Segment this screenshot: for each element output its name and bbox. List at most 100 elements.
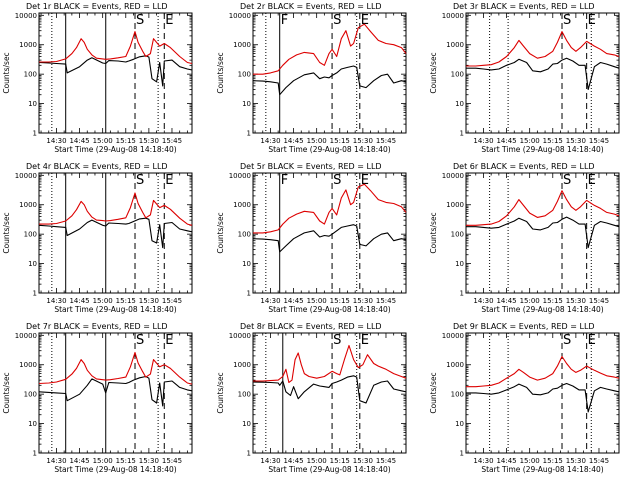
x-tick-label: 15:00 (307, 457, 327, 465)
x-tick-label: 15:30 (566, 297, 586, 305)
event-marker-label: S (563, 333, 571, 348)
y-tick-label: 10000 (229, 172, 251, 180)
x-tick-label: 15:00 (93, 137, 113, 145)
y-tick-label: 1000 (233, 41, 251, 49)
y-tick-label: 1 (460, 290, 464, 298)
y-tick-label: 1 (33, 290, 37, 298)
y-tick-label: 10 (28, 420, 37, 428)
event-marker-label: S (333, 13, 341, 28)
plot-frame (38, 12, 193, 134)
lld-series-line (466, 355, 620, 388)
event-marker-label: E (361, 13, 369, 28)
y-axis-label: Counts/sec (216, 212, 225, 253)
y-tick-label: 1000 (233, 361, 251, 369)
panel-title: Det 2r BLACK = Events, RED = LLD (240, 2, 382, 11)
plot-frame (465, 172, 620, 294)
x-tick-label: 15:00 (307, 297, 327, 305)
detector-panel: Det 5r BLACK = Events, RED = LLD 1 10 100 10… (216, 162, 407, 314)
x-tick-label: 15:00 (307, 137, 327, 145)
y-tick-label: 100 (24, 231, 37, 239)
x-tick-label: 15:15 (543, 457, 563, 465)
y-tick-label: 10 (28, 260, 37, 268)
y-tick-label: 100 (238, 391, 251, 399)
y-tick-label: 10 (455, 100, 464, 108)
plot-frame (38, 332, 193, 454)
x-tick-label: 15:30 (353, 457, 373, 465)
y-axis-label: Counts/sec (429, 372, 438, 413)
x-tick-label: 15:15 (543, 297, 563, 305)
lld-series-line (253, 344, 407, 384)
panel-title: Det 4r BLACK = Events, RED = LLD (26, 162, 168, 171)
event-marker-label: E (588, 13, 596, 28)
x-tick-label: 14:45 (283, 297, 303, 305)
event-marker-label: S (563, 173, 571, 188)
lld-series-line (253, 183, 407, 234)
x-tick-label: 15:00 (93, 297, 113, 305)
event-marker-label: S (563, 13, 571, 28)
events-series-line (252, 65, 407, 96)
y-axis-label: Counts/sec (429, 52, 438, 93)
x-tick-label: 14:30 (260, 457, 280, 465)
x-tick-label: 15:30 (566, 457, 586, 465)
x-axis-label: Start Time (29-Aug-08 14:18:40) (268, 465, 390, 474)
events-series-line (38, 375, 193, 407)
y-tick-label: 10000 (229, 12, 251, 20)
x-tick-label: 14:45 (283, 137, 303, 145)
x-tick-label: 14:45 (69, 297, 89, 305)
event-marker-label: F (281, 13, 288, 28)
x-tick-label: 15:45 (162, 457, 182, 465)
x-tick-label: 15:15 (116, 297, 136, 305)
detector-panel: Det 1r BLACK = Events, RED = LLD 1 10 100 10… (2, 2, 193, 154)
x-tick-label: 14:45 (69, 137, 89, 145)
y-tick-label: 10000 (442, 172, 464, 180)
x-tick-label: 15:45 (376, 297, 396, 305)
y-axis-label: Counts/sec (216, 52, 225, 93)
events-series-line (466, 57, 620, 91)
y-axis-label: Counts/sec (216, 372, 225, 413)
y-axis-label: Counts/sec (2, 52, 11, 93)
panel-title: Det 3r BLACK = Events, RED = LLD (453, 2, 595, 11)
y-tick-label: 10 (242, 100, 251, 108)
y-tick-label: 10 (242, 260, 251, 268)
y-axis-label: Counts/sec (2, 212, 11, 253)
x-tick-label: 14:45 (283, 457, 303, 465)
x-tick-label: 15:45 (589, 297, 609, 305)
lld-series-line (466, 31, 620, 67)
event-marker-label: S (136, 13, 144, 28)
x-tick-label: 15:00 (520, 457, 540, 465)
x-tick-label: 14:30 (46, 457, 66, 465)
y-tick-label: 10 (28, 100, 37, 108)
events-series-line (466, 216, 620, 249)
x-tick-label: 15:15 (543, 137, 563, 145)
y-tick-label: 1 (33, 130, 37, 138)
x-tick-label: 15:15 (330, 137, 350, 145)
panel-title: Det 5r BLACK = Events, RED = LLD (240, 162, 382, 171)
y-tick-label: 1000 (19, 361, 37, 369)
y-tick-label: 1 (460, 450, 464, 458)
x-tick-label: 15:45 (162, 137, 182, 145)
event-marker-label: E (361, 173, 369, 188)
plot-frame (465, 12, 620, 134)
x-tick-label: 15:30 (139, 137, 159, 145)
x-tick-label: 14:30 (260, 137, 280, 145)
y-tick-label: 1000 (446, 201, 464, 209)
lld-series-line (39, 31, 193, 65)
panel-title: Det 8r BLACK = Events, RED = LLD (240, 322, 382, 331)
event-marker-label: S (136, 173, 144, 188)
y-tick-label: 1000 (19, 201, 37, 209)
event-marker-label: E (165, 173, 173, 188)
detector-panel: Det 3r BLACK = Events, RED = LLD 1 10 100 10… (429, 2, 620, 154)
x-tick-label: 14:30 (46, 137, 66, 145)
plot-frame (465, 332, 620, 454)
panel-title: Det 9r BLACK = Events, RED = LLD (453, 322, 595, 331)
y-axis-label: Counts/sec (2, 372, 11, 413)
y-tick-label: 100 (451, 391, 464, 399)
events-series-line (252, 224, 407, 253)
y-tick-label: 10000 (442, 12, 464, 20)
detector-panel: Det 9r BLACK = Events, RED = LLD 1 10 100 10… (429, 322, 620, 474)
x-axis-label: Start Time (29-Aug-08 14:18:40) (481, 145, 603, 154)
x-axis-label: Start Time (29-Aug-08 14:18:40) (268, 305, 390, 314)
x-tick-label: 15:00 (520, 137, 540, 145)
events-series-line (252, 375, 407, 404)
